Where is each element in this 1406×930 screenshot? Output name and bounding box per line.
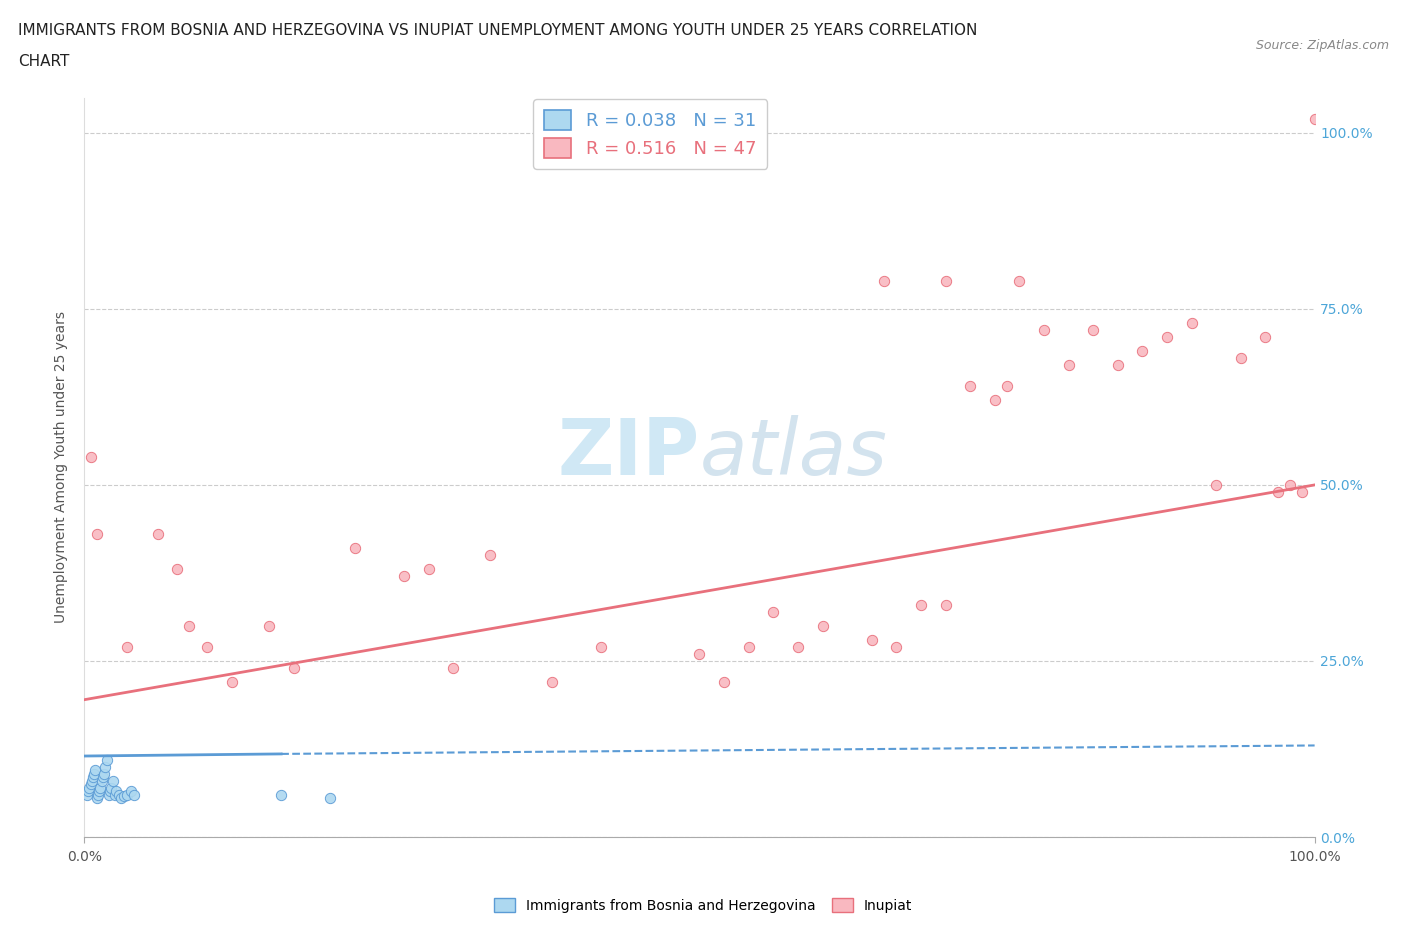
Point [479,548,502,563]
Point [91,770,114,785]
Point [935,273,957,288]
Point [89,784,111,799]
Point [394,569,416,584]
Point [89,780,111,795]
Point [83,766,105,781]
Point [96,752,118,767]
Point [319,790,342,805]
Point [984,393,1007,408]
Text: atlas: atlas [700,415,887,490]
Point [1205,477,1227,492]
Point [79,780,101,795]
Point [738,640,761,655]
Point [713,674,735,689]
Point [104,788,127,803]
Point [79,449,101,464]
Point [148,526,170,541]
Point [98,784,121,799]
Point [443,660,465,675]
Point [418,562,440,577]
Point [811,618,834,633]
Point [762,604,785,619]
Point [221,674,243,689]
Point [77,784,100,799]
Point [80,773,103,788]
Point [197,640,219,655]
Point [541,674,564,689]
Point [105,784,128,799]
Point [90,773,112,788]
Text: ZIP: ZIP [557,415,700,490]
Point [1008,273,1031,288]
Point [1303,112,1326,126]
Point [101,773,124,788]
Point [86,790,108,805]
Point [84,763,107,777]
Point [98,788,121,803]
Point [1291,485,1313,499]
Point [82,770,104,785]
Point [122,788,145,803]
Point [177,618,200,633]
Point [873,273,896,288]
Point [935,597,957,612]
Point [1083,323,1105,338]
Point [1156,329,1178,344]
Text: CHART: CHART [18,54,70,69]
Point [1279,477,1302,492]
Point [257,618,280,633]
Point [100,780,122,795]
Legend: Immigrants from Bosnia and Herzegovina, Inupiat: Immigrants from Bosnia and Herzegovina, … [488,893,918,919]
Point [93,766,115,781]
Point [1254,329,1277,344]
Point [787,640,810,655]
Point [112,789,135,804]
Point [1057,358,1080,373]
Point [1181,315,1204,330]
Point [910,597,932,612]
Point [87,788,110,803]
Point [76,788,98,803]
Point [1230,351,1253,365]
Point [959,379,981,393]
Point [283,660,305,675]
Point [995,379,1018,393]
Text: IMMIGRANTS FROM BOSNIA AND HERZEGOVINA VS INUPIAT UNEMPLOYMENT AMONG YOUTH UNDER: IMMIGRANTS FROM BOSNIA AND HERZEGOVINA V… [18,23,977,38]
Point [79,777,101,791]
Point [1033,323,1056,338]
Point [591,640,613,655]
Point [1107,358,1129,373]
Point [166,562,188,577]
Point [110,790,132,805]
Point [108,788,131,803]
Point [86,526,108,541]
Y-axis label: Unemployment Among Youth under 25 years: Unemployment Among Youth under 25 years [55,312,69,623]
Point [1132,344,1154,359]
Point [1267,485,1289,499]
Legend: R = 0.038   N = 31, R = 0.516   N = 47: R = 0.038 N = 31, R = 0.516 N = 47 [533,100,768,169]
Point [94,759,117,774]
Point [117,788,139,803]
Point [344,541,367,556]
Point [117,640,139,655]
Point [120,784,142,799]
Text: Source: ZipAtlas.com: Source: ZipAtlas.com [1256,39,1389,52]
Point [886,640,908,655]
Point [689,646,711,661]
Point [270,788,292,803]
Point [860,632,883,647]
